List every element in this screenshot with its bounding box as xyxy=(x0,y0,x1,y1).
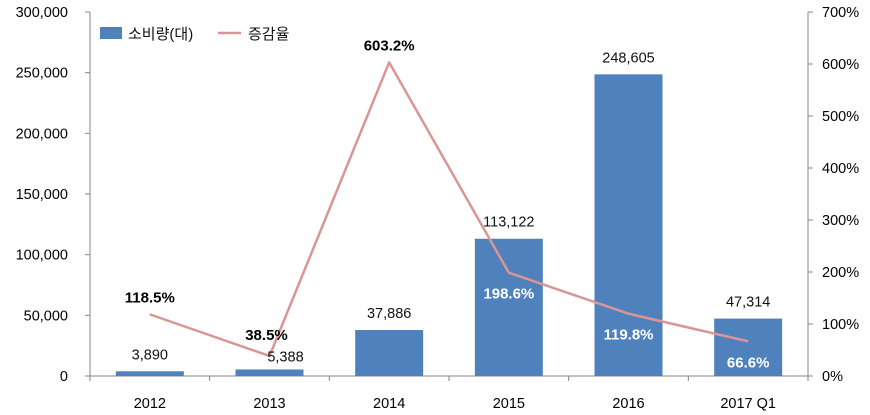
y-left-tick-label: 150,000 xyxy=(16,187,68,203)
data-labels: 3,890 5,388 37,886 113,122 248,605 47,314 118.… xyxy=(125,37,771,371)
axes: 0 50,000 100,000 150,000 200,000 250,000 300,0… xyxy=(16,5,860,412)
bar-value-label: 47,314 xyxy=(726,295,770,311)
bar-value-label: 3,890 xyxy=(132,347,168,363)
x-tick-label: 2014 xyxy=(373,396,405,412)
line-value-label: 119.8% xyxy=(603,327,653,344)
line-value-label: 38.5% xyxy=(245,327,288,344)
bar-value-label: 37,886 xyxy=(367,306,411,322)
y-right-tick-label: 400% xyxy=(822,161,859,177)
line-series xyxy=(149,61,749,358)
x-tick-label: 2013 xyxy=(253,396,285,412)
line-value-label: 198.6% xyxy=(483,286,534,303)
y-left-tick-label: 250,000 xyxy=(16,66,68,82)
y-left-tick-label: 100,000 xyxy=(16,248,68,264)
y-right-tick-label: 500% xyxy=(822,109,859,125)
line-value-label: 603.2% xyxy=(364,37,415,54)
x-tick-label: 2017 Q1 xyxy=(720,396,776,412)
y-right-tick-label: 700% xyxy=(822,5,859,21)
legend: 소비량(대) 증감율 xyxy=(100,26,289,43)
bar xyxy=(714,318,783,376)
legend-label-bar: 소비량(대) xyxy=(128,26,193,43)
line-path xyxy=(149,61,749,358)
bar xyxy=(594,74,663,377)
y-left-tick-label: 0 xyxy=(60,369,68,385)
legend-label-line: 증감율 xyxy=(248,26,289,43)
bar-value-label: 113,122 xyxy=(483,215,534,231)
x-tick-label: 2012 xyxy=(134,396,166,412)
legend-swatch-bar xyxy=(100,27,122,39)
bar xyxy=(355,330,424,376)
y-right-tick-label: 100% xyxy=(822,317,859,333)
y-left-tick-label: 300,000 xyxy=(16,5,68,21)
y-right-tick-label: 300% xyxy=(822,213,859,229)
y-right-tick-label: 600% xyxy=(822,57,859,73)
line-value-label: 118.5% xyxy=(125,289,175,306)
y-left-tick-label: 50,000 xyxy=(24,308,68,324)
bar-value-label: 5,388 xyxy=(267,349,303,365)
bar-value-label: 248,605 xyxy=(602,50,654,66)
y-right-tick-label: 200% xyxy=(822,265,859,281)
bar xyxy=(474,238,543,376)
line-value-label: 66.6% xyxy=(727,354,770,371)
bar xyxy=(235,369,304,376)
y-right-tick-label: 0% xyxy=(822,369,843,385)
bar xyxy=(115,371,184,376)
y-left-tick-label: 200,000 xyxy=(16,126,68,142)
x-tick-label: 2015 xyxy=(493,396,525,412)
bar-series xyxy=(115,74,783,377)
x-tick-label: 2016 xyxy=(612,396,644,412)
